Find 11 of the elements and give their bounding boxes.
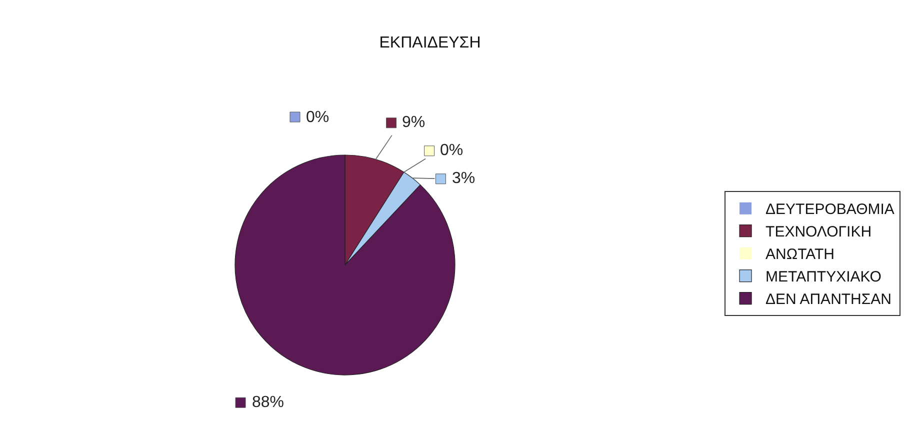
legend-label: ΔΕΝ ΑΠΑΝΤΗΣΑΝ xyxy=(766,291,892,308)
legend-label: ΤΕΧΝΟΛΟΓΙΚΗ xyxy=(766,224,872,241)
legend-label: ΔΕΥΤΕΡΟΒΑΘΜΙΑ xyxy=(766,201,894,218)
text: 0% xyxy=(306,109,330,126)
data-label: 9% xyxy=(402,114,426,131)
text: 0% xyxy=(440,142,464,159)
chart-title: ΕΚΠΑΙΔΕΥΣΗ xyxy=(379,34,481,52)
data-label: 88% xyxy=(252,394,284,411)
data-label: 3% xyxy=(452,170,476,187)
legend-label: ΑΝΩΤΑΤΗ xyxy=(766,246,835,264)
legend-label: ΜΕΤΑΠΤΥΧΙΑΚΟ xyxy=(766,268,882,286)
